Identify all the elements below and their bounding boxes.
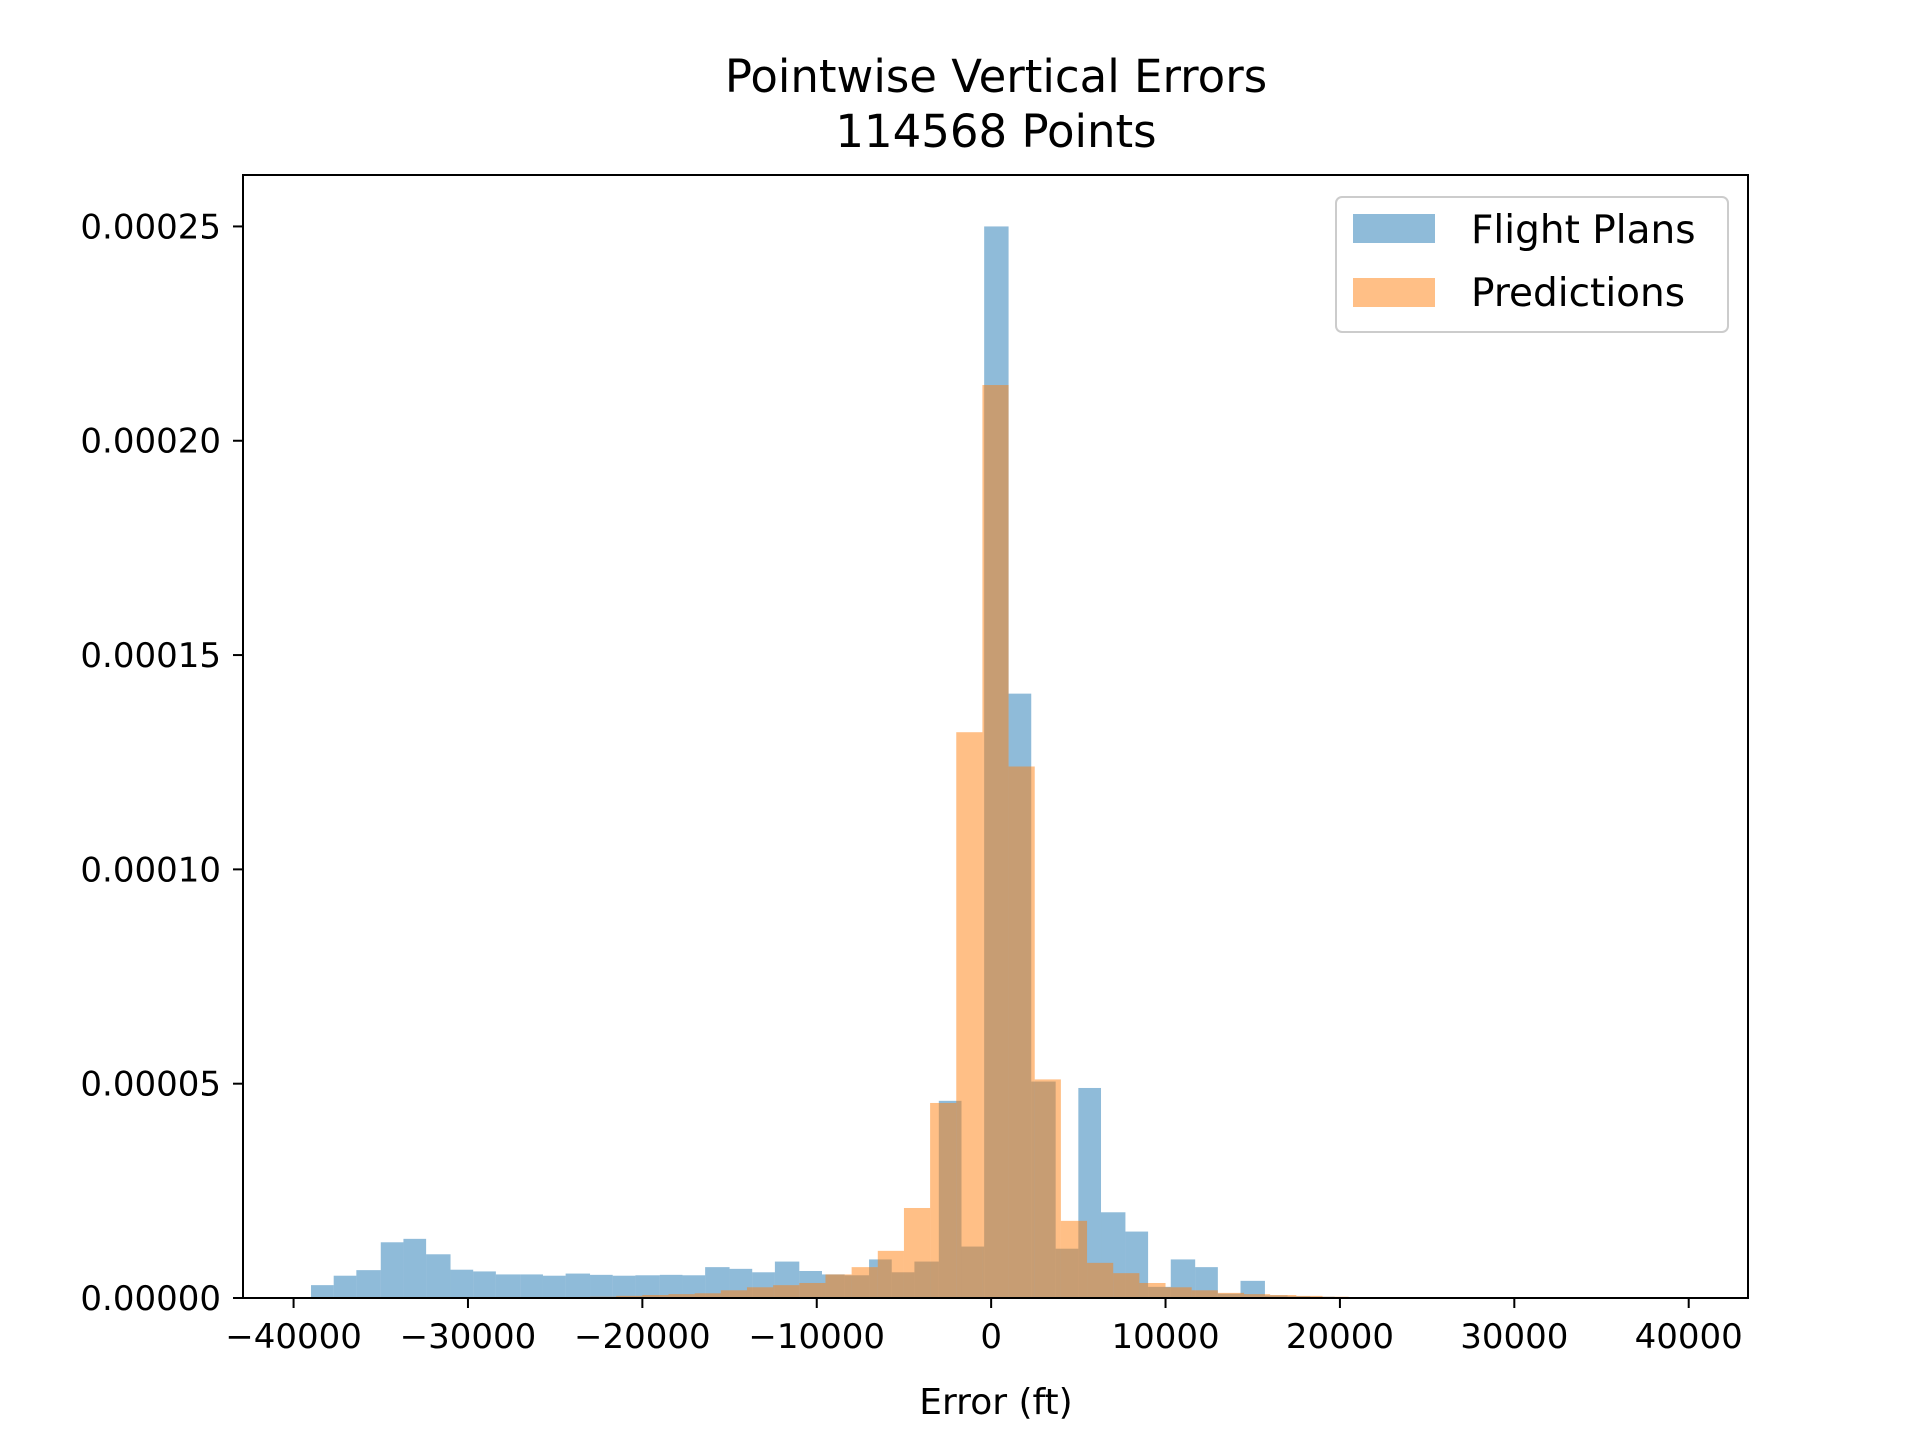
flight-plans-bar-8 (495, 1274, 521, 1298)
y-tick-label: 0.00000 (80, 1279, 221, 1319)
y-tick-label: 0.00005 (80, 1065, 221, 1105)
predictions-bar-9 (825, 1274, 852, 1298)
predictions-bar-24 (1217, 1292, 1245, 1298)
flight-plans-bar-16 (682, 1275, 706, 1298)
x-tick-label: 20000 (1286, 1317, 1394, 1357)
flight-plans-bar-4 (403, 1238, 427, 1298)
x-tick-label: −40000 (225, 1317, 362, 1357)
flight-plans-bar-0 (311, 1285, 334, 1298)
predictions-bar-12 (903, 1207, 931, 1298)
x-tick-label: 40000 (1635, 1317, 1743, 1357)
y-tick-label: 0.00020 (80, 422, 221, 462)
x-tick-label: −10000 (748, 1317, 885, 1357)
predictions-bar-19 (1087, 1262, 1114, 1298)
predictions-bar-23 (1191, 1290, 1218, 1298)
flight-plans-bar-14 (635, 1275, 660, 1298)
plot-area-frame (242, 174, 1749, 1299)
flight-plans-bar-7 (473, 1271, 496, 1298)
predictions-bar-10 (851, 1267, 878, 1298)
predictions-bar-1 (616, 1295, 643, 1298)
flight-plans-bar-40 (1240, 1280, 1265, 1298)
predictions-bar-18 (1060, 1220, 1088, 1298)
flight-plans-bar-1 (333, 1275, 357, 1298)
flight-plans-bar-15 (659, 1274, 683, 1298)
predictions-bar-22 (1165, 1287, 1192, 1298)
y-tick-label: 0.00010 (80, 850, 221, 890)
legend: Flight Plans Predictions (1335, 196, 1729, 333)
flight-plans-bar-6 (450, 1269, 474, 1298)
legend-label-flight-plans: Flight Plans (1471, 208, 1696, 253)
y-tick-label: 0.00015 (80, 636, 221, 676)
x-tick-label: 10000 (1111, 1317, 1219, 1357)
predictions-bar-26 (1270, 1294, 1297, 1298)
legend-label-predictions: Predictions (1471, 271, 1685, 316)
predictions-bar-21 (1139, 1282, 1166, 1298)
predictions-bar-20 (1113, 1273, 1140, 1298)
predictions-bar-16 (1008, 766, 1035, 1298)
predictions-bar-8 (799, 1282, 826, 1298)
legend-swatch-predictions (1353, 278, 1435, 307)
predictions-bar-5 (720, 1290, 747, 1298)
flight-plans-bar-2 (356, 1270, 381, 1298)
predictions-bar-6 (746, 1287, 774, 1298)
predictions-bar-4 (694, 1293, 721, 1298)
predictions-bars (590, 385, 1375, 1298)
flight-plans-bar-10 (542, 1275, 566, 1298)
flight-plans-bar-3 (380, 1242, 404, 1298)
x-axis: −40000 −30000 −20000 −10000 0 10000 20000 30000… (225, 1298, 1743, 1357)
predictions-bar-13 (930, 1102, 957, 1298)
flight-plans-bar-13 (612, 1275, 636, 1298)
chart-title: Pointwise Vertical Errors (725, 50, 1267, 103)
predictions-bar-7 (773, 1285, 800, 1298)
flight-plans-bar-12 (590, 1274, 613, 1298)
x-axis-label: Error (ft) (919, 1382, 1072, 1423)
y-axis: 0.00000 0.00005 0.00010 0.00015 0.00020 0.000… (80, 207, 243, 1319)
flight-plans-bar-5 (426, 1254, 451, 1298)
x-tick-label: −20000 (574, 1317, 711, 1357)
x-tick-label: −30000 (400, 1317, 537, 1357)
predictions-bar-11 (877, 1250, 904, 1298)
predictions-bar-17 (1034, 1079, 1061, 1298)
x-tick-label: 0 (980, 1317, 1002, 1357)
chart-subtitle: 114568 Points (835, 105, 1156, 158)
flight-plans-bar-38 (1195, 1267, 1218, 1298)
flight-plans-bar-11 (565, 1273, 591, 1298)
predictions-bar-14 (956, 732, 983, 1298)
y-tick-label: 0.00025 (80, 207, 221, 247)
legend-swatch-flight-plans (1353, 214, 1435, 243)
predictions-bar-27 (1296, 1295, 1323, 1298)
predictions-bar-2 (642, 1294, 669, 1298)
x-tick-label: 30000 (1460, 1317, 1568, 1357)
predictions-bar-25 (1244, 1294, 1271, 1298)
predictions-bar-15 (982, 385, 1009, 1298)
predictions-bar-3 (668, 1294, 695, 1298)
flight-plans-bar-9 (520, 1274, 543, 1298)
